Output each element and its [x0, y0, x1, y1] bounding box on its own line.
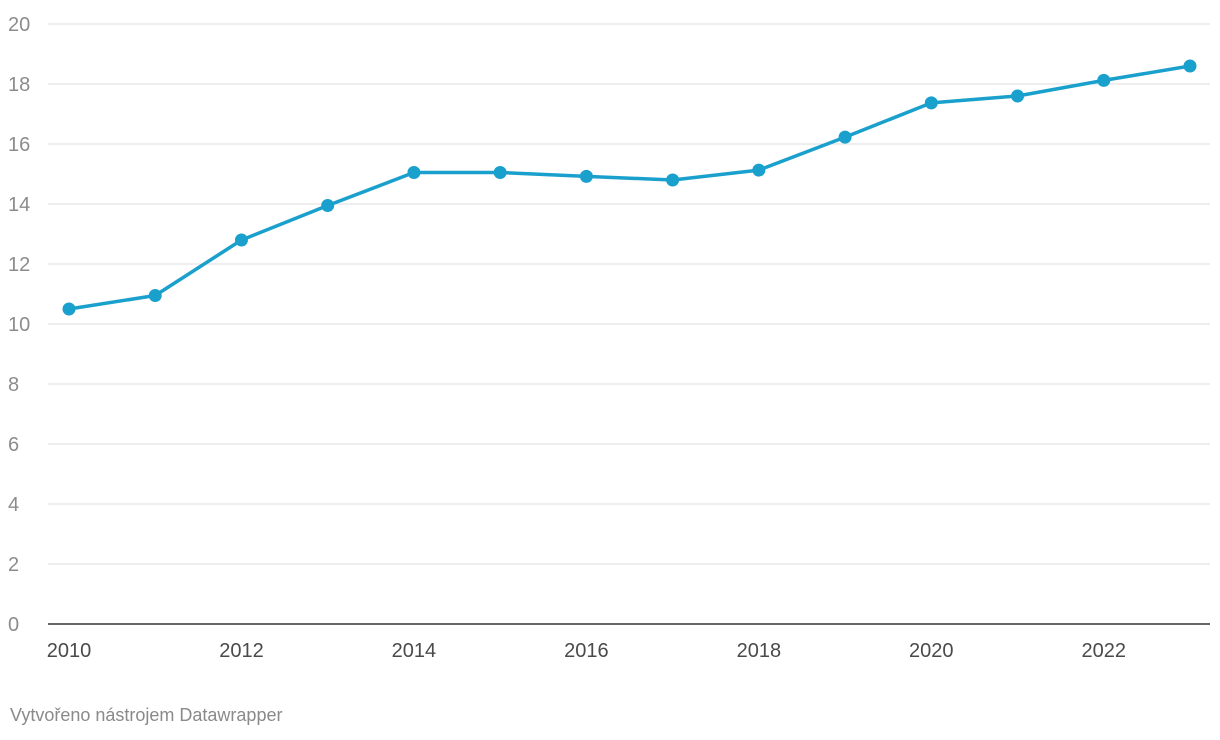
series-points — [62, 59, 1197, 316]
data-point-2013 — [321, 199, 335, 212]
x-tick-label-2022: 2022 — [1082, 640, 1127, 662]
data-point-2022 — [1097, 73, 1111, 87]
data-point-2023 — [1183, 59, 1197, 73]
data-point-2021 — [1011, 89, 1025, 103]
y-tick-label-4: 4 — [8, 494, 19, 516]
y-tick-label-8: 8 — [8, 374, 19, 396]
data-point-2019 — [838, 130, 852, 144]
x-tick-label-2012: 2012 — [219, 640, 264, 662]
y-tick-label-18: 18 — [8, 74, 30, 96]
series-line-0 — [67, 64, 1192, 311]
y-tick-label-10: 10 — [8, 314, 30, 336]
x-axis: 2010 2012 2014 2016 2018 2020 2022 — [47, 640, 1126, 662]
x-tick-label-2018: 2018 — [737, 640, 782, 662]
y-axis: 0 2 4 6 8 10 12 14 16 18 20 — [8, 14, 30, 636]
x-tick-label-2010: 2010 — [47, 640, 92, 662]
data-point-2010 — [62, 302, 76, 316]
x-tick-label-2016: 2016 — [564, 640, 609, 662]
y-tick-label-6: 6 — [8, 434, 19, 456]
x-tick-label-2020: 2020 — [909, 640, 954, 662]
data-point-2020 — [924, 96, 938, 110]
data-point-2016 — [579, 169, 593, 183]
y-tick-label-0: 0 — [8, 614, 19, 636]
footer-credit: Vytvořeno nástrojem Datawrapper — [10, 705, 283, 725]
data-point-2011 — [148, 289, 162, 302]
y-tick-label-12: 12 — [8, 254, 30, 276]
x-tick-label-2014: 2014 — [392, 640, 437, 662]
y-tick-label-16: 16 — [8, 134, 30, 156]
data-point-2018 — [752, 163, 766, 177]
gridlines — [48, 23, 1210, 625]
series-line-group — [67, 64, 1192, 311]
data-point-2017 — [666, 173, 680, 187]
y-tick-label-2: 2 — [8, 554, 19, 576]
y-tick-label-14: 14 — [8, 194, 30, 216]
data-point-2014 — [407, 166, 421, 179]
data-point-2015 — [493, 166, 507, 179]
y-tick-label-20: 20 — [8, 14, 30, 36]
data-point-2012 — [234, 233, 248, 247]
